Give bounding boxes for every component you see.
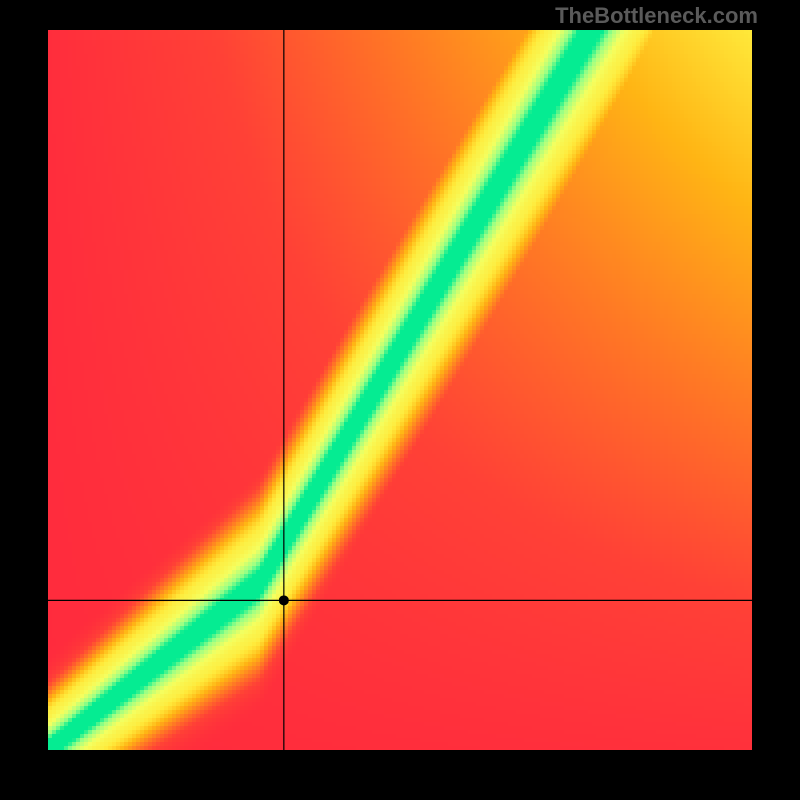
plot-area [48, 30, 752, 752]
watermark-text: TheBottleneck.com [555, 3, 758, 29]
heatmap-canvas [48, 30, 752, 752]
chart-container: TheBottleneck.com [0, 0, 800, 800]
